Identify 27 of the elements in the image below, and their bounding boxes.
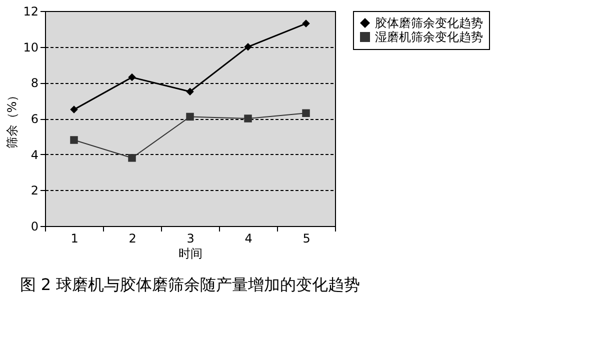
point: [186, 112, 194, 121]
point: [128, 154, 136, 162]
x-tick-label: 3: [186, 232, 194, 246]
point: [302, 109, 310, 117]
y-tick-label: 12: [23, 4, 38, 18]
y-tick-label: 10: [23, 40, 38, 54]
legend-label: 胶体磨筛余变化趋势: [375, 16, 483, 30]
legend-label: 湿磨机筛余变化趋势: [375, 30, 483, 44]
y-tick-label: 6: [30, 112, 38, 126]
point: [70, 106, 78, 114]
point: [302, 20, 310, 28]
y-tick-label: 4: [30, 148, 38, 162]
x-axis-title: 时间: [178, 246, 202, 260]
point: [186, 88, 194, 96]
x-tick-label: 4: [244, 232, 252, 246]
x-tick-label: 1: [70, 232, 78, 246]
text: 图 2 球磨机与胶体磨筛余随产量增加的变化趋势: [20, 275, 360, 294]
y-tick-label: 2: [30, 184, 38, 198]
y-tick-label: 8: [30, 76, 38, 90]
point: [244, 42, 252, 51]
x-tick-label: 5: [302, 232, 310, 246]
y-axis-title: 筛余（%）: [5, 89, 20, 149]
point: [70, 136, 78, 144]
y-tick-label: 0: [30, 220, 38, 234]
point: [128, 73, 136, 82]
point: [244, 114, 252, 122]
x-tick-label: 2: [128, 232, 136, 246]
